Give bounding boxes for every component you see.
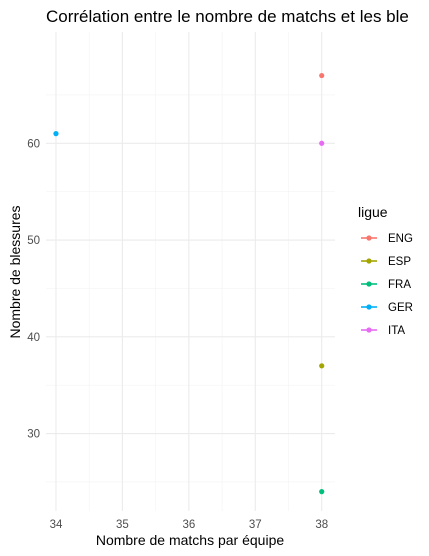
- legend-key-point: [366, 304, 372, 310]
- x-tick-label: 36: [182, 519, 195, 531]
- legend-label: FRA: [388, 279, 411, 291]
- legend-items: ENG ESP FRA GER ITA: [361, 233, 413, 337]
- legend-key-point: [366, 235, 372, 241]
- x-tick-label: 37: [249, 519, 262, 531]
- legend-key-point: [366, 258, 372, 264]
- y-tick-label: 60: [27, 138, 40, 150]
- y-tick-label: 40: [27, 332, 40, 344]
- y-tick-label: 30: [27, 429, 40, 441]
- x-tick-label: 35: [116, 519, 129, 531]
- grid-lines: [46, 32, 335, 511]
- legend-label: GER: [388, 302, 413, 314]
- x-axis-title: Nombre de matchs par équipe: [96, 532, 285, 548]
- legend-key-point: [366, 281, 372, 287]
- legend-label: ESP: [388, 256, 411, 268]
- y-tick-label: 50: [27, 235, 40, 247]
- legend-key-point: [366, 327, 372, 333]
- legend-item-fra: FRA: [361, 279, 411, 291]
- legend-label: ITA: [388, 325, 405, 337]
- data-point-ger: [53, 131, 59, 137]
- legend-title: ligue: [358, 204, 388, 220]
- legend-item-ita: ITA: [361, 325, 405, 337]
- data-point-eng: [319, 72, 325, 79]
- legend: ligue ENG ESP FRA GER ITA: [358, 204, 413, 337]
- data-point-esp: [319, 363, 325, 369]
- legend-label: ENG: [388, 233, 413, 245]
- data-point-ita: [319, 140, 325, 146]
- x-tick-label: 38: [315, 519, 328, 531]
- x-axis-ticks: 34 35 36 37 38: [50, 519, 329, 531]
- x-tick-label: 34: [50, 519, 63, 531]
- y-axis-ticks: 30 40 50 60: [27, 138, 40, 440]
- data-point-fra: [319, 489, 325, 495]
- legend-item-eng: ENG: [361, 233, 413, 245]
- chart-title: Corrélation entre le nombre de matchs et…: [46, 7, 409, 26]
- legend-item-ger: GER: [361, 302, 413, 314]
- data-points: [53, 72, 325, 495]
- y-axis-title: Nombre de blessures: [7, 205, 23, 338]
- legend-item-esp: ESP: [361, 256, 411, 268]
